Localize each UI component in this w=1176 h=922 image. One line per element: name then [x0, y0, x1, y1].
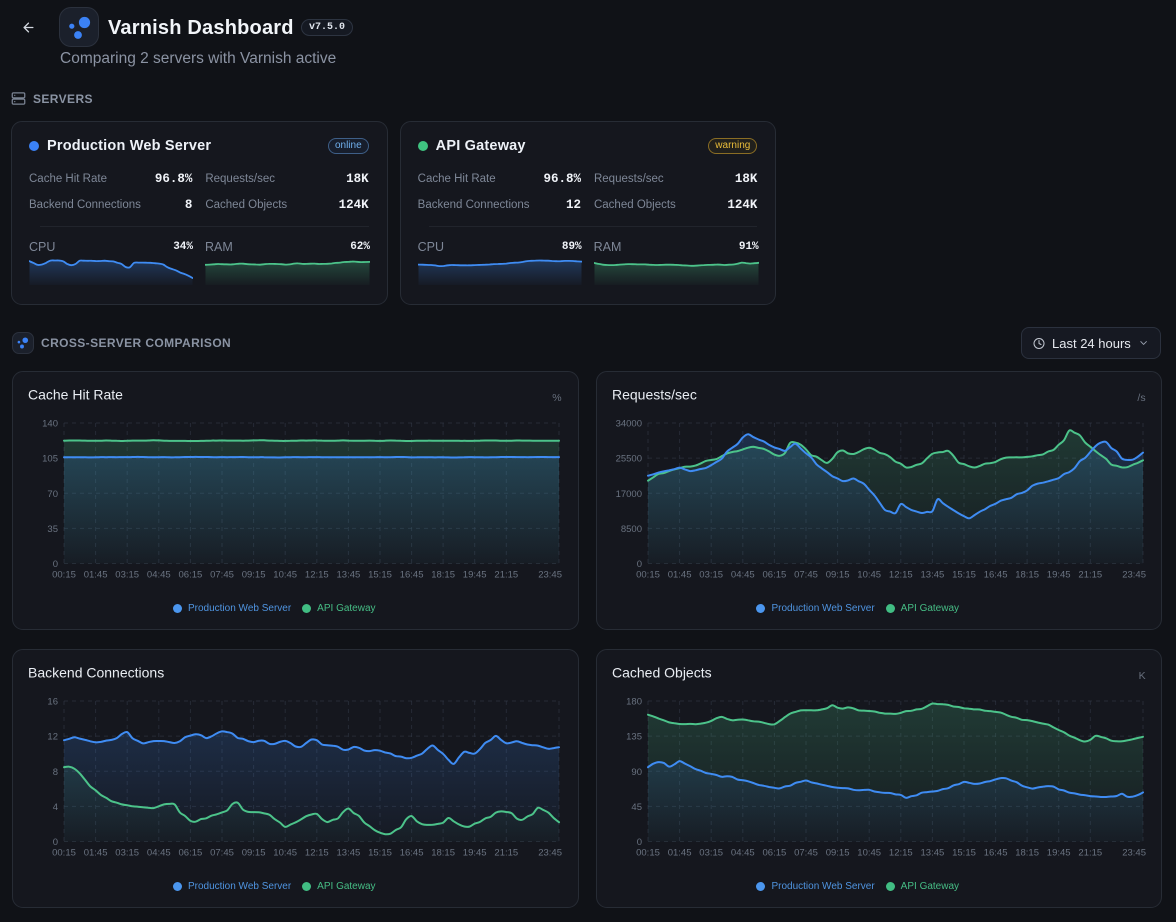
svg-text:15:15: 15:15: [368, 570, 392, 581]
svg-text:10:45: 10:45: [273, 570, 297, 581]
svg-text:25500: 25500: [615, 454, 641, 465]
svg-text:04:45: 04:45: [730, 570, 754, 581]
svg-text:16:45: 16:45: [400, 848, 424, 859]
svg-text:0: 0: [636, 559, 641, 570]
svg-text:45: 45: [631, 802, 642, 813]
svg-text:0: 0: [53, 559, 58, 570]
svg-text:07:45: 07:45: [794, 848, 818, 859]
svg-text:12: 12: [47, 732, 58, 743]
svg-text:12:15: 12:15: [888, 570, 912, 581]
svg-text:15:15: 15:15: [368, 848, 392, 859]
svg-text:21:15: 21:15: [1078, 570, 1102, 581]
svg-text:19:45: 19:45: [463, 848, 487, 859]
svg-text:21:15: 21:15: [1078, 848, 1102, 859]
svg-text:06:15: 06:15: [179, 848, 203, 859]
svg-text:23:45: 23:45: [538, 848, 562, 859]
svg-text:4: 4: [53, 802, 58, 813]
svg-text:15:15: 15:15: [952, 848, 976, 859]
svg-text:04:45: 04:45: [730, 848, 754, 859]
svg-text:04:45: 04:45: [147, 848, 171, 859]
svg-text:13:45: 13:45: [920, 570, 944, 581]
svg-text:21:15: 21:15: [494, 570, 518, 581]
svg-text:K: K: [1138, 670, 1145, 682]
svg-text:21:15: 21:15: [494, 848, 518, 859]
svg-text:34000: 34000: [615, 419, 641, 430]
svg-text:07:45: 07:45: [210, 848, 234, 859]
svg-text:19:45: 19:45: [1046, 570, 1070, 581]
svg-text:00:15: 00:15: [52, 570, 76, 581]
svg-text:16:45: 16:45: [983, 848, 1007, 859]
svg-text:Cache Hit Rate: Cache Hit Rate: [28, 387, 123, 403]
svg-text:03:15: 03:15: [115, 848, 139, 859]
svg-text:135: 135: [626, 732, 642, 743]
svg-text:18:15: 18:15: [1015, 848, 1039, 859]
svg-text:09:15: 09:15: [825, 570, 849, 581]
svg-text:105: 105: [42, 454, 58, 465]
svg-text:12:15: 12:15: [305, 570, 329, 581]
svg-text:06:15: 06:15: [762, 570, 786, 581]
svg-text:07:45: 07:45: [210, 570, 234, 581]
svg-text:10:45: 10:45: [857, 848, 881, 859]
svg-text:%: %: [552, 392, 561, 404]
svg-text:00:15: 00:15: [636, 848, 660, 859]
svg-text:0: 0: [53, 837, 58, 848]
svg-text:0: 0: [636, 837, 641, 848]
svg-text:19:45: 19:45: [1046, 848, 1070, 859]
svg-text:10:45: 10:45: [857, 570, 881, 581]
svg-text:06:15: 06:15: [762, 848, 786, 859]
svg-text:13:45: 13:45: [337, 570, 361, 581]
svg-text:23:45: 23:45: [1122, 848, 1146, 859]
svg-text:09:15: 09:15: [825, 848, 849, 859]
svg-text:/s: /s: [1137, 392, 1145, 404]
svg-text:140: 140: [42, 419, 58, 430]
svg-text:16:45: 16:45: [983, 570, 1007, 581]
svg-text:13:45: 13:45: [920, 848, 944, 859]
svg-text:19:45: 19:45: [463, 570, 487, 581]
svg-text:01:45: 01:45: [84, 848, 108, 859]
svg-text:13:45: 13:45: [337, 848, 361, 859]
svg-text:23:45: 23:45: [538, 570, 562, 581]
svg-text:01:45: 01:45: [667, 570, 691, 581]
svg-text:17000: 17000: [615, 489, 641, 500]
svg-text:8: 8: [53, 767, 58, 778]
svg-text:Requests/sec: Requests/sec: [612, 387, 697, 403]
svg-text:06:15: 06:15: [179, 570, 203, 581]
svg-text:23:45: 23:45: [1122, 570, 1146, 581]
svg-text:04:45: 04:45: [147, 570, 171, 581]
svg-text:10:45: 10:45: [273, 848, 297, 859]
svg-text:16:45: 16:45: [400, 570, 424, 581]
svg-text:Backend Connections: Backend Connections: [28, 665, 164, 681]
svg-text:16: 16: [47, 697, 58, 708]
svg-text:90: 90: [631, 767, 642, 778]
svg-text:09:15: 09:15: [242, 848, 266, 859]
svg-text:180: 180: [626, 697, 642, 708]
svg-text:12:15: 12:15: [305, 848, 329, 859]
svg-text:01:45: 01:45: [84, 570, 108, 581]
svg-text:12:15: 12:15: [888, 848, 912, 859]
svg-text:18:15: 18:15: [1015, 570, 1039, 581]
svg-text:07:45: 07:45: [794, 570, 818, 581]
svg-text:00:15: 00:15: [636, 570, 660, 581]
svg-text:03:15: 03:15: [699, 848, 723, 859]
svg-text:35: 35: [47, 524, 58, 535]
svg-text:03:15: 03:15: [115, 570, 139, 581]
svg-text:01:45: 01:45: [667, 848, 691, 859]
svg-text:00:15: 00:15: [52, 848, 76, 859]
svg-text:70: 70: [47, 489, 58, 500]
svg-text:18:15: 18:15: [431, 848, 455, 859]
svg-text:8500: 8500: [620, 524, 641, 535]
svg-text:18:15: 18:15: [431, 570, 455, 581]
svg-text:Cached Objects: Cached Objects: [612, 665, 712, 681]
svg-text:09:15: 09:15: [242, 570, 266, 581]
svg-text:03:15: 03:15: [699, 570, 723, 581]
svg-text:15:15: 15:15: [952, 570, 976, 581]
